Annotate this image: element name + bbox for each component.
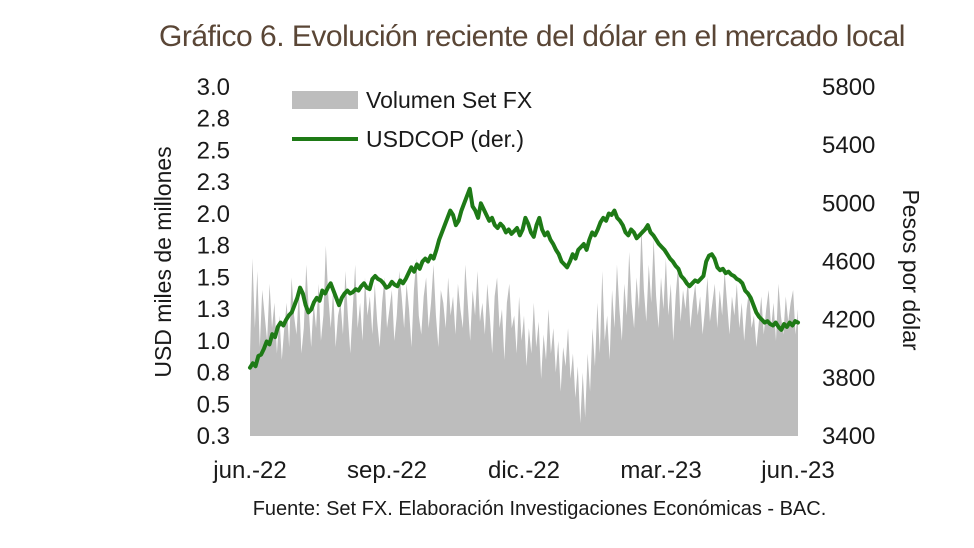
y-axis-label-right: Pesos por dólar <box>898 189 924 350</box>
legend-label-usdcop: USDCOP (der.) <box>366 126 524 152</box>
x-tick-label: mar.-23 <box>620 457 701 484</box>
right-tick-label: 3800 <box>822 365 875 392</box>
left-tick-label: 0.3 <box>197 423 230 450</box>
legend-label-volume: Volumen Set FX <box>366 87 532 113</box>
right-tick-label: 3400 <box>822 423 875 450</box>
y-axis-label-left: USD miles de millones <box>150 146 176 377</box>
right-tick-label: 5800 <box>822 74 875 101</box>
x-tick-label: jun.-23 <box>760 457 834 484</box>
right-tick-label: 4600 <box>822 249 875 276</box>
left-tick-label: 2.3 <box>197 169 230 196</box>
left-tick-label: 1.3 <box>197 296 230 323</box>
x-tick-label: jun.-22 <box>212 457 286 484</box>
series-volume-area <box>250 226 798 436</box>
chart-source-note: Fuente: Set FX. Elaboración Investigacio… <box>252 498 827 520</box>
right-axis-ticks: 5800 5400 5000 4600 4200 3800 3400 <box>822 74 875 450</box>
chart-title: Gráfico 6. Evolución reciente del dólar … <box>159 20 905 53</box>
plot-area <box>248 186 800 436</box>
x-axis-ticks: jun.-22 sep.-22 dic.-22 mar.-23 jun.-23 <box>212 457 834 484</box>
x-tick-label: sep.-22 <box>347 457 427 484</box>
series-usdcop-line <box>248 186 800 370</box>
x-tick-label: dic.-22 <box>488 457 560 484</box>
right-tick-label: 5000 <box>822 190 875 217</box>
left-tick-label: 2.5 <box>197 138 230 165</box>
left-tick-label: 1.5 <box>197 264 230 291</box>
left-tick-label: 1.0 <box>197 328 230 355</box>
right-tick-label: 4200 <box>822 307 875 334</box>
left-tick-label: 0.8 <box>197 360 230 387</box>
left-axis-ticks: 3.0 2.8 2.5 2.3 2.0 1.8 1.5 1.3 1.0 0.8 0.5 0.3 <box>197 74 230 450</box>
left-tick-label: 3.0 <box>197 74 230 101</box>
legend: Volumen Set FX USDCOP (der.) <box>292 87 532 152</box>
left-tick-label: 2.0 <box>197 201 230 228</box>
left-tick-label: 2.8 <box>197 106 230 133</box>
legend-swatch-volume <box>292 91 358 109</box>
left-tick-label: 1.8 <box>197 233 230 260</box>
right-tick-label: 5400 <box>822 132 875 159</box>
left-tick-label: 0.5 <box>197 391 230 418</box>
